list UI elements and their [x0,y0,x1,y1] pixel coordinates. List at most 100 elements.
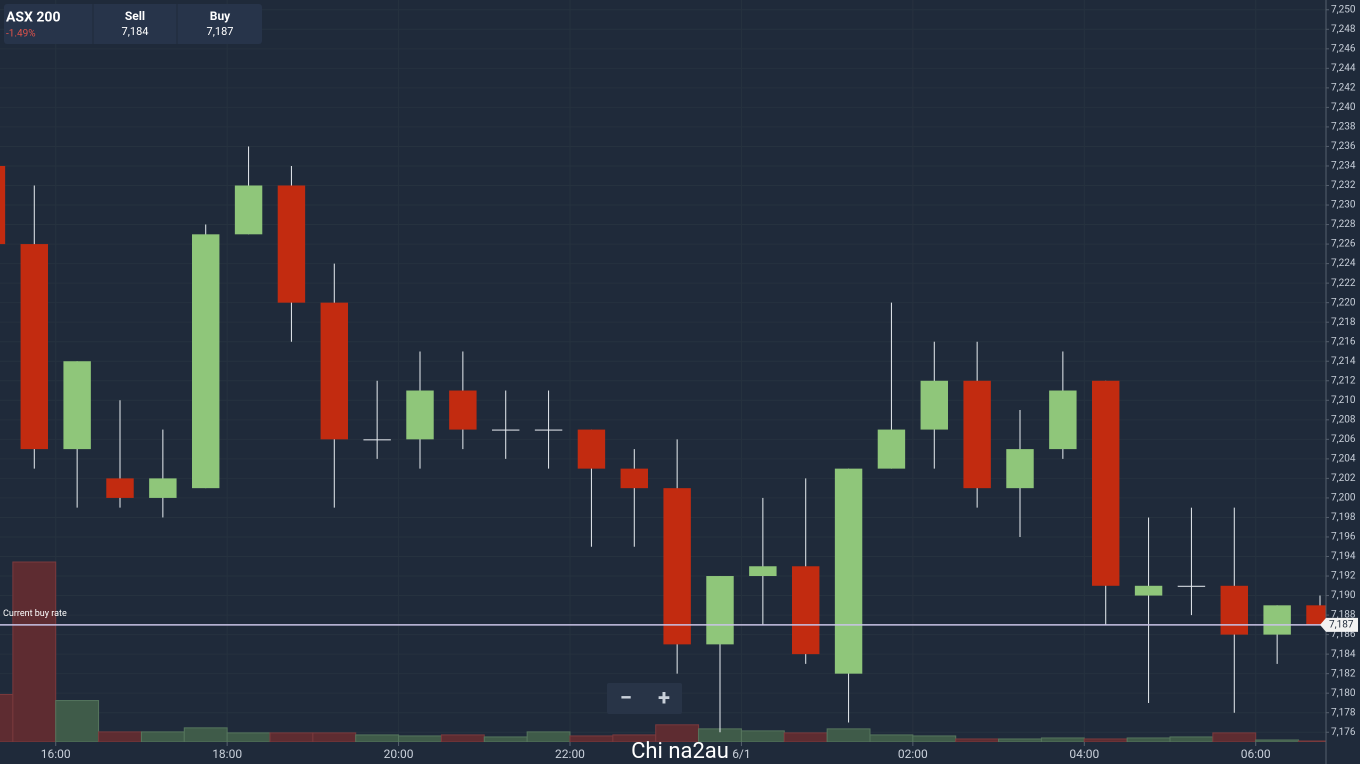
axes: 7,176 7,178 7,180 7,182 7,184 7,186 7,188 7,190… [41,4,1356,761]
candle-body [834,468,863,674]
candle-body [749,566,777,577]
y-tick-label: 7,178 [1331,707,1356,718]
candle-body [320,302,348,440]
y-tick-label: 7,176 [1331,727,1356,738]
y-tick-label: 7,244 [1331,63,1356,74]
x-tick-label: 6/1 [732,747,750,761]
x-tick-label: 18:00 [212,747,242,761]
volume-bar [312,732,357,742]
candle-body [1306,605,1326,625]
current-rate-label: Current buy rate [3,609,67,619]
current-rate-value: 7,187 [1329,619,1354,630]
candle-body [577,429,606,469]
candle-body [1263,605,1291,635]
volume-bar [483,736,528,742]
candle-body [963,380,991,489]
volume-bar [1169,736,1214,742]
volume-layer [0,561,1326,742]
y-tick-label: 7,228 [1331,219,1356,230]
volume-bar [998,738,1042,742]
candle-body [1220,585,1248,635]
header-panel [4,4,262,44]
candle-body [0,165,6,245]
zoom-out[interactable]: − [620,686,632,711]
change: -1.49% [6,29,36,40]
y-tick-label: 7,238 [1331,122,1356,133]
y-tick-label: 7,234 [1331,161,1356,172]
candle-body [63,361,91,450]
y-tick-label: 7,204 [1331,454,1356,465]
x-tick-label: 22:00 [555,747,585,761]
candle-body [363,439,391,441]
x-tick-label: 02:00 [898,747,928,761]
volume-bar [1298,740,1326,742]
y-tick-label: 7,200 [1331,493,1356,504]
y-tick-label: 7,240 [1331,102,1356,113]
volume-bar [1040,737,1085,742]
y-tick-label: 7,194 [1331,551,1356,562]
y-tick-label: 7,248 [1331,24,1356,35]
y-tick-label: 7,188 [1331,610,1356,621]
candle-body [706,576,734,645]
y-tick-label: 7,180 [1331,688,1356,699]
y-tick-label: 7,224 [1331,258,1356,269]
volume-bar [569,735,614,742]
zoom-in[interactable]: + [658,686,670,711]
y-tick-label: 7,250 [1331,4,1356,15]
volume-bar [183,727,228,742]
x-tick-label: 20:00 [384,747,414,761]
candle-body [792,566,820,655]
y-tick-label: 7,192 [1331,571,1356,582]
current-rate-tag [1320,617,1358,632]
volume-bar [398,735,442,742]
y-tick-label: 7,246 [1331,43,1356,54]
y-tick-label: 7,210 [1331,395,1356,406]
y-tick-label: 7,212 [1331,375,1356,386]
volume-bar [740,730,785,742]
volume-bar [526,731,571,742]
candle-body [1092,380,1120,586]
y-tick-label: 7,236 [1331,141,1356,152]
y-tick-label: 7,232 [1331,180,1356,191]
volume-bar [1255,739,1300,742]
candle-body [877,429,906,469]
y-tick-label: 7,208 [1331,414,1356,425]
volume-bar [355,734,400,742]
volume-bar [826,728,871,742]
sell-price[interactable]: 7,184 [122,25,149,38]
candle-body [192,234,220,489]
y-tick-label: 7,184 [1331,649,1356,660]
zoom-panel [607,683,682,714]
candle-body [1134,585,1163,596]
y-tick-label: 7,206 [1331,434,1356,445]
x-tick-label: 04:00 [1069,747,1099,761]
y-tick-label: 7,186 [1331,629,1356,640]
y-tick-label: 7,196 [1331,532,1356,543]
candle-body [1006,449,1034,489]
volume-bar [440,734,485,742]
candle-body [663,488,691,645]
candle-body [492,429,520,431]
x-tick-label: 06:00 [1241,747,1271,761]
candle-body [1177,585,1206,587]
candle-body [234,185,263,235]
y-tick-label: 7,242 [1331,83,1356,94]
sell-label[interactable]: Sell [125,9,145,23]
candle-body [620,468,648,489]
candle-body [20,244,48,450]
x-tick-label: 16:00 [41,747,71,761]
header: ASX 200 -1.49% Sell 7,184 Buy 7,187 [4,4,262,44]
y-tick-label: 7,220 [1331,297,1356,308]
y-tick-label: 7,214 [1331,356,1356,367]
candle-body [920,380,948,430]
y-tick-label: 7,202 [1331,473,1356,484]
buy-price[interactable]: 7,187 [207,25,234,38]
volume-bar [955,738,1000,742]
volume-bar [269,732,314,742]
buy-label[interactable]: Buy [210,9,231,23]
volume-bar [912,735,957,742]
watermark: Chi na2au [631,739,729,764]
candle-body [149,478,177,498]
